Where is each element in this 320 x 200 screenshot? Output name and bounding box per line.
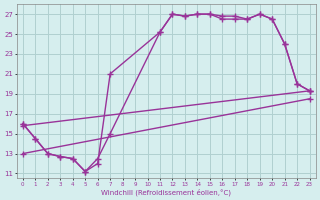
X-axis label: Windchill (Refroidissement éolien,°C): Windchill (Refroidissement éolien,°C) <box>101 188 231 196</box>
